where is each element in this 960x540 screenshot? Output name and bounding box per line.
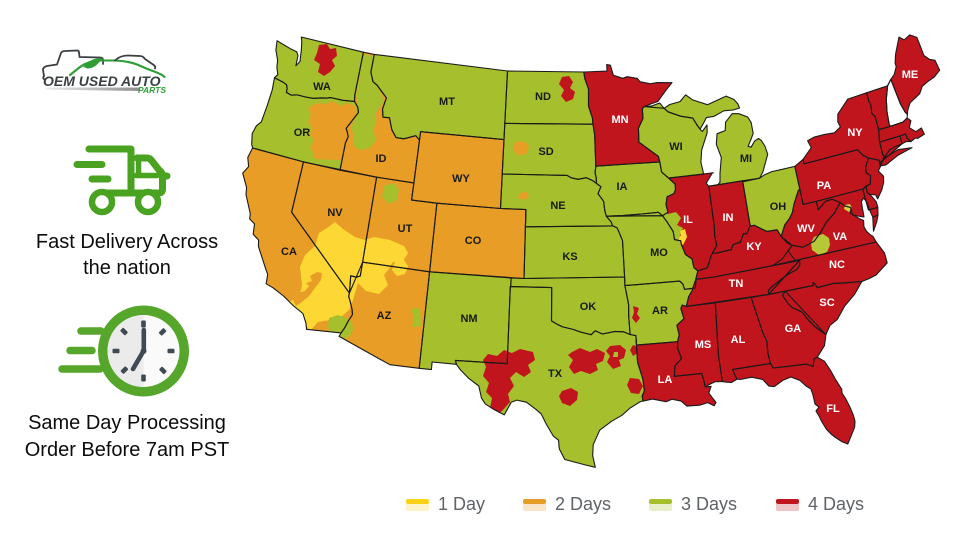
svg-text:SD: SD — [538, 146, 553, 158]
svg-text:MS: MS — [695, 339, 712, 351]
svg-text:CO: CO — [465, 235, 482, 247]
svg-text:MT: MT — [439, 96, 455, 108]
svg-text:SC: SC — [819, 297, 834, 309]
svg-text:NE: NE — [550, 200, 565, 212]
svg-text:OH: OH — [770, 201, 787, 213]
svg-text:TN: TN — [729, 278, 744, 290]
svg-text:VA: VA — [833, 231, 848, 243]
svg-text:IN: IN — [723, 212, 734, 224]
svg-text:NY: NY — [847, 127, 863, 139]
svg-text:PARTS: PARTS — [138, 85, 166, 95]
svg-text:OK: OK — [580, 301, 597, 313]
svg-text:OEM USED AUTO: OEM USED AUTO — [43, 73, 161, 89]
svg-text:TX: TX — [548, 368, 563, 380]
svg-text:WY: WY — [452, 173, 470, 185]
svg-text:NV: NV — [327, 207, 343, 219]
svg-text:PA: PA — [817, 180, 832, 192]
svg-text:MO: MO — [650, 247, 668, 259]
svg-text:GA: GA — [785, 323, 802, 335]
svg-text:LA: LA — [658, 374, 673, 386]
svg-text:ND: ND — [535, 91, 551, 103]
svg-text:IA: IA — [617, 181, 628, 193]
svg-text:AZ: AZ — [377, 310, 392, 322]
svg-text:WV: WV — [797, 223, 815, 235]
svg-text:FL: FL — [826, 403, 840, 415]
svg-text:KS: KS — [562, 251, 577, 263]
svg-text:IL: IL — [683, 214, 693, 226]
svg-text:ME: ME — [902, 69, 919, 81]
svg-text:OR: OR — [294, 127, 311, 139]
svg-text:ID: ID — [376, 153, 387, 165]
svg-text:NC: NC — [829, 259, 845, 271]
svg-text:MI: MI — [740, 153, 752, 165]
svg-text:UT: UT — [398, 223, 413, 235]
svg-text:MN: MN — [611, 114, 628, 126]
svg-text:WA: WA — [313, 81, 331, 93]
svg-text:NM: NM — [460, 313, 477, 325]
svg-text:AR: AR — [652, 305, 668, 317]
svg-text:WI: WI — [669, 141, 682, 153]
svg-text:AL: AL — [731, 334, 746, 346]
svg-text:KY: KY — [746, 241, 762, 253]
svg-text:CA: CA — [281, 246, 297, 258]
